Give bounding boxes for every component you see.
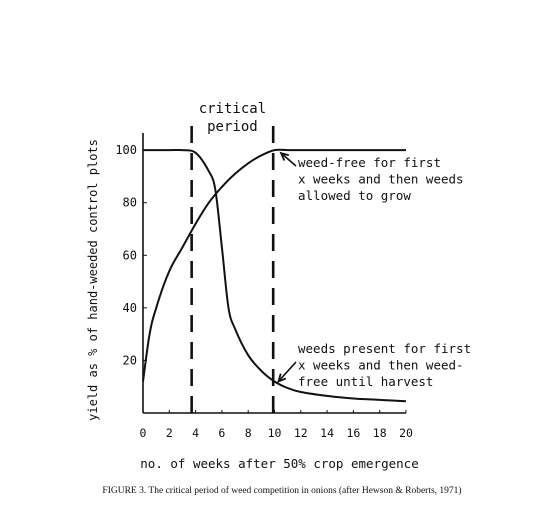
x-tick-label: 12 <box>294 426 308 440</box>
x-tick-label: 6 <box>218 426 225 440</box>
annotation-weed_free-line: x weeks and then weeds <box>298 172 464 187</box>
series-line-weed_free <box>142 148 406 382</box>
x-tick-label: 20 <box>399 426 413 440</box>
x-tick-label: 8 <box>245 426 252 440</box>
annotation-weeds_present-line: weeds present for first <box>298 341 471 356</box>
series-layer <box>142 148 407 403</box>
y-tick-label: 40 <box>123 301 137 315</box>
annotation-weed_free-line: weed-free for first <box>298 155 441 170</box>
plot-axes: 20 40 60 80 100 0 2 4 6 8 10 12 14 16 18 20 <box>115 133 413 440</box>
y-tick-label: 20 <box>123 353 137 367</box>
x-axis-label: no. of weeks after 50% crop emergence <box>140 456 418 471</box>
x-tick-label: 0 <box>140 426 147 440</box>
annotation-arrow-weed_free <box>280 152 297 167</box>
x-tick-label: 2 <box>166 426 173 440</box>
annotation-layer: weed-free for first x weeks and then weed… <box>277 151 471 389</box>
x-tick-label: 18 <box>373 426 387 440</box>
x-tick-label: 16 <box>346 426 360 440</box>
y-tick-label: 100 <box>115 143 137 157</box>
annotation-weed_free-line: allowed to grow <box>298 188 411 203</box>
y-axis-label: yield as % of hand-weeded control plots <box>86 139 100 421</box>
annotation-arrow-weeds_present <box>277 361 297 382</box>
critical-period-markers <box>190 118 275 413</box>
critical-period-label-line1: critical <box>199 101 266 117</box>
critical-period-label-line2: period <box>207 119 258 135</box>
y-tick-label: 60 <box>123 248 137 262</box>
annotation-arrowhead-weed_free <box>279 151 290 161</box>
annotation-arrowhead-weeds_present <box>277 373 287 383</box>
annotation-weeds_present-line: x weeks and then weed- <box>298 358 464 373</box>
x-tick-label: 14 <box>320 426 334 440</box>
y-tick-label: 80 <box>123 196 137 210</box>
figure-caption: FIGURE 3. The critical period of weed co… <box>102 485 461 496</box>
series-line-weeds_present <box>143 148 407 403</box>
x-tick-label: 4 <box>192 426 199 440</box>
annotation-weeds_present-line: free until harvest <box>298 374 433 389</box>
x-tick-label: 10 <box>268 426 282 440</box>
